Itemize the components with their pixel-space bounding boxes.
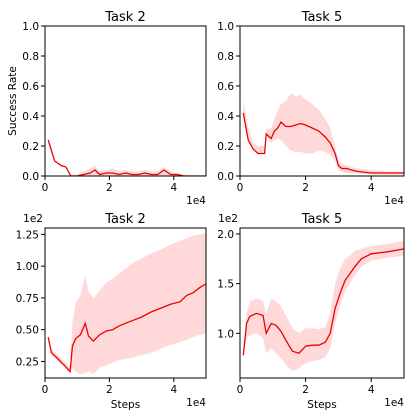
x-tick-label: 2 [106, 182, 113, 194]
subplot-4: 0 2 4 1.0 1.5 2.0 Task 5 Steps 1e4 1e2 [217, 212, 405, 411]
y-tick-label: 0.0 [217, 171, 234, 183]
x-offset-label: 1e4 [186, 397, 206, 409]
subplot-2: 0 2 4 0.0 0.2 0.4 0.6 0.8 1.0 Task 5 1e4 [217, 10, 405, 207]
y-tick-label: 0.2 [217, 141, 234, 153]
subplot-title: Task 2 [104, 212, 145, 227]
x-offset-label: 1e4 [186, 195, 206, 207]
y-offset-label: 1e2 [218, 213, 238, 225]
x-tick-label: 2 [106, 384, 113, 396]
x-tick-label: 4 [170, 182, 177, 194]
x-tick-label: 0 [237, 384, 244, 396]
y-axis-label: Success Rate [7, 66, 19, 136]
x-offset-label: 1e4 [384, 195, 404, 207]
x-tick-label: 0 [42, 384, 49, 396]
y-tick-label: 0.4 [217, 111, 234, 123]
y-tick-label: 1.0 [217, 21, 234, 33]
confidence-band-series-1 [48, 140, 206, 176]
x-tick-label: 4 [170, 384, 177, 396]
y-offset-label: 1e2 [23, 213, 43, 225]
axes-frame [239, 25, 405, 177]
x-axis-label: Steps [111, 399, 140, 411]
x-tick-label: 4 [368, 182, 375, 194]
x-tick-label: 2 [302, 182, 309, 194]
y-tick-label: 1.0 [22, 21, 39, 33]
x-axis-label: Steps [307, 399, 336, 411]
y-tick-label: 0.25 [16, 356, 39, 368]
axes-frame [44, 227, 207, 379]
mean-line-series-1 [242, 112, 404, 174]
y-tick-label: 0.4 [22, 111, 39, 123]
axes-frame [239, 227, 405, 379]
x-tick-label: 4 [368, 384, 375, 396]
subplot-title: Task 5 [301, 212, 342, 227]
y-tick-label: 2.0 [217, 229, 234, 241]
x-tick-label: 0 [42, 182, 49, 194]
mean-line-series-1 [47, 139, 206, 176]
x-tick-label: 2 [302, 384, 309, 396]
y-tick-label: 0.6 [217, 81, 234, 93]
subplot-title: Task 5 [301, 10, 342, 25]
mean-line-series-1 [242, 248, 404, 356]
axes-frame [44, 25, 207, 177]
y-tick-label: 0.8 [22, 51, 39, 63]
mean-line-series-1 [47, 283, 206, 374]
y-tick-label: 0.50 [16, 325, 39, 337]
y-tick-label: 0.8 [217, 51, 234, 63]
y-tick-label: 1.0 [217, 328, 234, 340]
y-tick-label: 1.00 [16, 261, 39, 273]
x-tick-label: 0 [237, 182, 244, 194]
y-tick-label: 1.25 [16, 229, 39, 241]
x-offset-label: 1e4 [384, 397, 404, 409]
confidence-band-series-1 [243, 240, 404, 371]
y-tick-label: 0.6 [22, 81, 39, 93]
confidence-band-series-1 [243, 93, 404, 175]
confidence-band-series-1 [48, 233, 206, 375]
y-tick-label: 0.0 [22, 171, 39, 183]
subplot-3: 0 2 4 0.25 0.50 0.75 1.00 1.25 Task 2 Steps 1e4 1e2 [16, 212, 207, 411]
subplot-1: 0 2 4 0.0 0.2 0.4 0.6 0.8 1.0 Task 2 Success Rate 1… [7, 10, 207, 207]
y-tick-label: 0.75 [16, 293, 39, 305]
subplot-title: Task 2 [104, 10, 145, 25]
y-tick-label: 0.2 [22, 141, 39, 153]
y-tick-label: 1.5 [217, 279, 234, 291]
